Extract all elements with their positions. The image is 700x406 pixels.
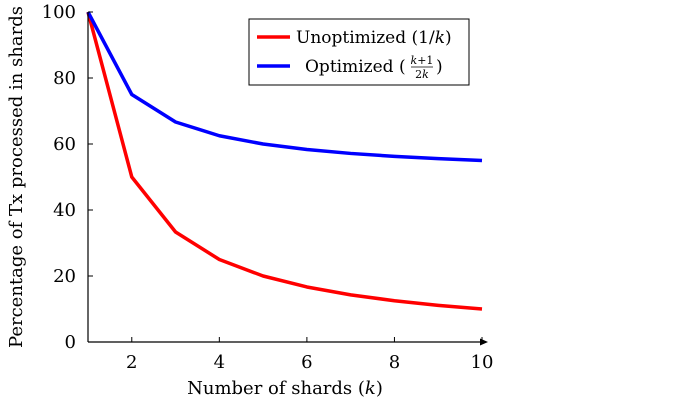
- x-axis-arrow: [480, 338, 488, 346]
- legend-close-paren: ): [436, 57, 443, 77]
- legend: Unoptimized (1/k) Optimized ( k+1 2k ): [248, 18, 470, 86]
- y-axis-label: Percentage of Tx processed in shards: [6, 6, 27, 348]
- y-tick-label: 100: [42, 2, 76, 23]
- x-tick-label: 4: [214, 352, 225, 373]
- legend-box: [248, 18, 470, 86]
- legend-fraction-numerator: k+1: [411, 54, 434, 67]
- series-line-unoptimized: [86, 11, 483, 311]
- y-tick-label: 80: [53, 68, 76, 89]
- y-tick-label: 60: [53, 134, 76, 155]
- chart-marks: [86, 11, 483, 311]
- y-tick-label: 40: [53, 200, 76, 221]
- legend-label-unoptimized: Unoptimized (1/k): [296, 28, 452, 48]
- x-tick-label: 6: [301, 352, 312, 373]
- y-tick-label: 20: [53, 266, 76, 287]
- legend-fraction-denominator: 2k: [415, 68, 429, 81]
- x-axis-label: Number of shards (k): [187, 378, 383, 399]
- x-tick-label: 10: [471, 352, 494, 373]
- x-tick-label: 8: [389, 352, 400, 373]
- legend-label-optimized: Optimized (: [305, 57, 406, 77]
- series-line-optimized: [86, 11, 483, 163]
- x-tick-label: 2: [126, 352, 137, 373]
- y-tick-label: 0: [65, 332, 76, 353]
